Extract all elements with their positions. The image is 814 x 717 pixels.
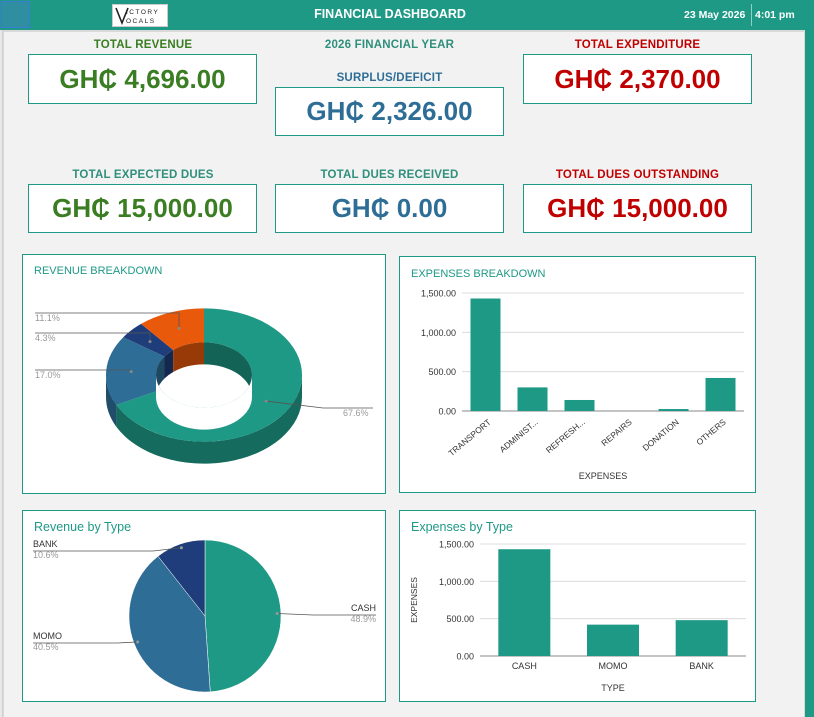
revenue-by-type-title: Revenue by Type — [34, 520, 132, 534]
leader-dot — [129, 370, 133, 374]
dues-outstanding-label: TOTAL DUES OUTSTANDING — [555, 169, 720, 181]
bar[interactable] — [675, 620, 728, 656]
svg-text:ICTORY: ICTORY — [126, 9, 159, 16]
leader-line — [266, 400, 373, 409]
pie-slice[interactable] — [128, 555, 211, 693]
slice-percent-label: 17.0% — [35, 370, 61, 380]
leader-line — [33, 547, 182, 552]
expenses-breakdown-chart: 0.00 500.00 1,000.00 1,500.00 TRANSPORT ADMIN… — [421, 289, 744, 481]
expenses-breakdown-title: EXPENSES BREAKDOWN — [411, 268, 546, 280]
expected-dues-value: GH₵ 15,000.00 — [28, 184, 257, 233]
slice-percent-label: 11.1% — [35, 313, 60, 323]
total-expenditure-label: TOTAL EXPENDITURE — [574, 39, 701, 51]
financial-year-label: 2026 FINANCIAL YEAR — [324, 39, 455, 51]
bar[interactable] — [587, 624, 639, 656]
surplus-value: GH₵ 2,326.00 — [275, 87, 504, 136]
bar[interactable] — [498, 549, 551, 656]
leader-dot — [148, 340, 152, 344]
slice-percent-label: 40.5% — [33, 642, 59, 652]
dues-outstanding-value: GH₵ 15,000.00 — [523, 184, 752, 233]
x-tick-label: ADMINIST... — [498, 417, 540, 455]
x-axis-title: TYPE — [601, 683, 625, 693]
slice-percent-label: 48.9% — [350, 614, 376, 624]
row-gutter — [0, 30, 3, 717]
x-axis-title: EXPENSES — [579, 471, 628, 481]
y-tick-label: 0.00 — [438, 407, 456, 417]
header-divider — [751, 4, 752, 26]
donut-side — [116, 375, 303, 464]
header-time: 4:01 pm — [755, 9, 795, 21]
total-revenue-label: TOTAL REVENUE — [93, 39, 193, 51]
dues-received-value: GH₵ 0.00 — [275, 184, 504, 233]
leader-dot — [179, 546, 183, 550]
x-tick-label: REFRESH... — [544, 417, 587, 455]
x-tick-label: REPAIRS — [599, 417, 634, 448]
leader-line — [33, 641, 138, 644]
total-revenue-value: GH₵ 4,696.00 — [28, 54, 257, 104]
pie-slice[interactable] — [204, 539, 282, 693]
expected-dues-label: TOTAL EXPECTED DUES — [72, 169, 214, 181]
y-tick-label: 500.00 — [446, 614, 474, 624]
y-tick-label: 0.00 — [456, 652, 474, 662]
expenses-breakdown-card[interactable]: EXPENSES BREAKDOWN 0.00 500.00 1,000.00 1,5… — [399, 256, 756, 493]
leader-dot — [264, 399, 268, 403]
bar[interactable] — [470, 298, 501, 411]
leader-dot — [275, 612, 279, 616]
pie-slice[interactable] — [157, 539, 206, 617]
donut-slice[interactable] — [141, 308, 204, 350]
y-tick-label: 1,000.00 — [421, 328, 456, 338]
slice-name-label: BANK — [33, 539, 58, 549]
y-tick-label: 1,500.00 — [421, 289, 456, 299]
expenses-by-type-card[interactable]: Expenses by Type 0.00 500.00 1,000.00 1,500… — [399, 510, 756, 702]
slice-name-label: MOMO — [33, 631, 62, 641]
surplus-label: SURPLUS/DEFICIT — [336, 72, 443, 84]
dues-received-label: TOTAL DUES RECEIVED — [320, 169, 459, 181]
donut-slice[interactable] — [105, 337, 165, 405]
bar[interactable] — [564, 399, 595, 411]
donut-side — [106, 375, 117, 427]
revenue-breakdown-chart: 67.6% 17.0% 4.3% 11.1% — [35, 308, 373, 464]
x-tick-label: BANK — [689, 661, 714, 671]
leader-dot — [136, 640, 140, 644]
leader-line — [35, 312, 180, 329]
header-date: 23 May 2026 — [684, 9, 746, 21]
x-tick-label: TRANSPORT — [446, 417, 492, 458]
dashboard-title: FINANCIAL DASHBOARD — [314, 7, 466, 21]
leader-line — [35, 332, 151, 342]
x-tick-label: OTHERS — [694, 417, 728, 448]
slice-percent-label: 67.6% — [343, 408, 369, 418]
x-tick-label: MOMO — [599, 661, 628, 671]
y-axis-title: EXPENSES — [409, 577, 419, 623]
expenses-by-type-title: Expenses by Type — [411, 520, 513, 534]
donut-inner-wall — [164, 349, 174, 379]
total-expenditure-value: GH₵ 2,370.00 — [523, 54, 752, 104]
bar[interactable] — [658, 409, 689, 411]
slice-percent-label: 10.6% — [33, 550, 59, 560]
y-tick-label: 500.00 — [428, 367, 456, 377]
bar[interactable] — [705, 377, 736, 411]
expenses-by-type-chart: 0.00 500.00 1,000.00 1,500.00 CASH MOMO BANK TY… — [409, 540, 746, 693]
victory-vocals-logo: ICTORY OCALS — [112, 4, 168, 27]
x-tick-label: DONATION — [640, 417, 680, 453]
y-tick-label: 1,500.00 — [439, 540, 474, 550]
cell-selector[interactable] — [1, 1, 30, 28]
donut-hole — [156, 375, 252, 430]
leader-dot — [177, 326, 181, 330]
y-tick-label: 1,000.00 — [439, 577, 474, 587]
donut-slice[interactable] — [123, 323, 174, 357]
slice-name-label: CASH — [351, 603, 376, 613]
right-scroll-bar[interactable] — [805, 30, 814, 717]
revenue-breakdown-card[interactable]: REVENUE BREAKDOWN 67.6% 17.0% 4.3% 11.1% — [22, 254, 386, 494]
revenue-by-type-card[interactable]: Revenue by Type CASH 48.9% MOMO 40.5% BANK 10… — [22, 510, 386, 702]
x-tick-label: CASH — [512, 661, 537, 671]
leader-line — [277, 613, 376, 616]
svg-text:OCALS: OCALS — [126, 18, 156, 25]
slice-percent-label: 4.3% — [35, 333, 56, 343]
donut-inner-wall — [204, 342, 252, 397]
donut-inner-wall — [173, 342, 204, 372]
bar[interactable] — [517, 387, 548, 411]
revenue-breakdown-title: REVENUE BREAKDOWN — [34, 265, 163, 277]
